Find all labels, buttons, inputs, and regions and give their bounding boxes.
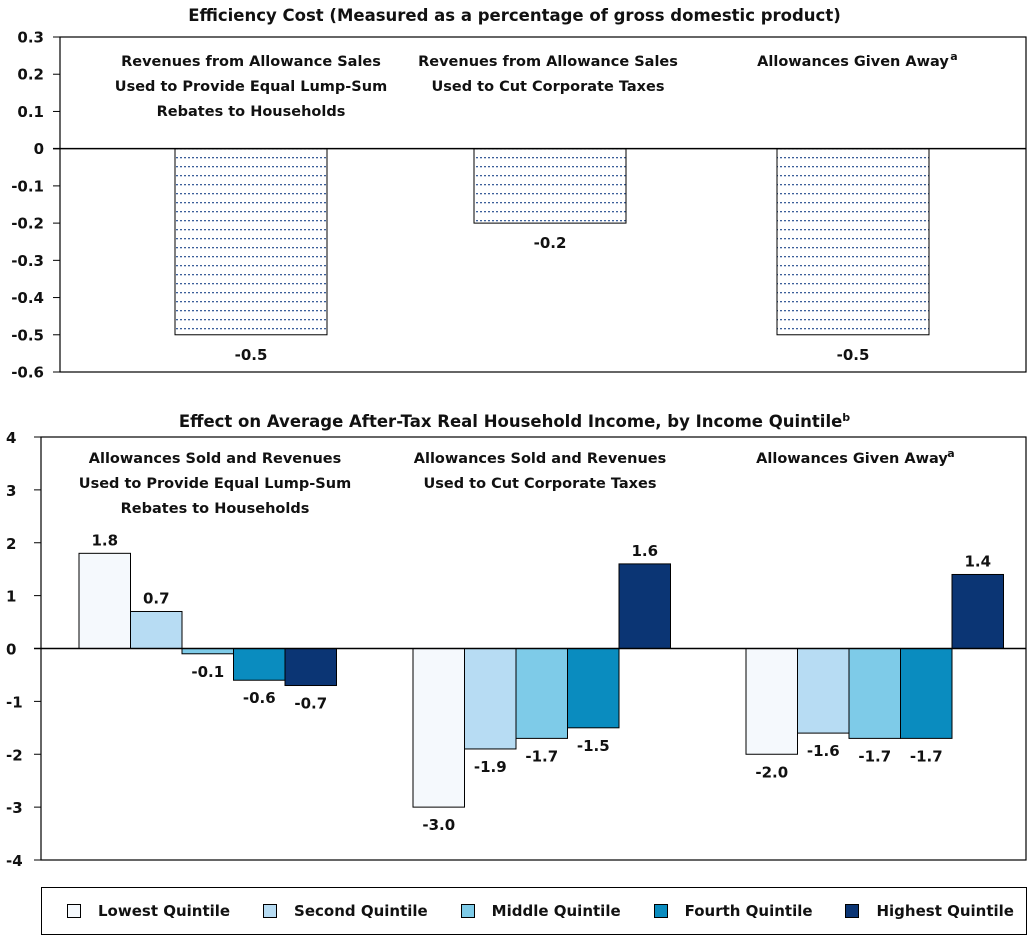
- chart1-bar: [473, 148, 627, 224]
- chart1-category-label: Revenues from Allowance Sales: [121, 54, 381, 70]
- chart2-bar-value-label: 1.8: [91, 531, 118, 549]
- chart2-bar: [464, 648, 517, 750]
- chart2-ytick-label: -1: [6, 693, 23, 711]
- chart2-bar-value-label: -0.7: [294, 695, 327, 713]
- chart1-bar-value-label: -0.2: [534, 234, 567, 252]
- chart2-title-footnote: b: [842, 411, 851, 424]
- chart1-ytick-label: 0: [34, 140, 44, 158]
- chart1-ytick-label: -0.2: [11, 215, 44, 233]
- chart2-category-label: Used to Cut Corporate Taxes: [423, 476, 656, 492]
- chart1-ytick-label: 0.3: [17, 29, 44, 47]
- legend-swatch: [67, 904, 81, 918]
- chart1-bar-value-label: -0.5: [837, 346, 870, 364]
- chart1-ytick-label: 0.2: [17, 66, 44, 84]
- chart2-category-label: Allowances Sold and Revenues: [89, 451, 341, 467]
- chart1-category-label: Used to Cut Corporate Taxes: [431, 79, 664, 95]
- chart2-ytick-label: 2: [6, 535, 16, 553]
- chart1-ytick-label: -0.4: [11, 289, 44, 307]
- chart2-category-label: Rebates to Households: [121, 501, 310, 517]
- legend-item: Middle Quintile: [460, 902, 621, 920]
- chart2-bar-value-label: -1.7: [910, 747, 943, 765]
- chart2-bar-value-label: 1.6: [631, 542, 658, 560]
- chart2-bar-value-label: -0.1: [191, 663, 224, 681]
- chart2-title-text: Effect on Average After-Tax Real Househo…: [178, 412, 843, 431]
- chart1-layer: 0.3 0.2 0.1 0 -0.1 -0.2 -0.3 -0.4 -0.5 -0.6 -0.5 -0…: [11, 29, 1026, 382]
- chart2-bar-value-label: -1.5: [577, 737, 610, 755]
- chart2-ytick-label: 3: [6, 482, 16, 500]
- chart2-bar-value-label: -1.9: [474, 758, 507, 776]
- legend-swatch: [263, 904, 278, 918]
- chart2-bar: [181, 648, 234, 655]
- chart1-ytick-label: -0.6: [11, 364, 44, 382]
- chart2-bar: [745, 648, 798, 755]
- chart1-ytick-label: 0.1: [17, 103, 44, 121]
- legend-item: Highest Quintile: [845, 902, 1014, 920]
- chart2-bar: [233, 648, 286, 681]
- chart2-ytick-label: -2: [6, 746, 23, 764]
- chart2-bar-value-label: -0.6: [243, 689, 276, 707]
- chart2-ytick-label: -3: [6, 799, 23, 817]
- chart2-bar: [797, 648, 850, 734]
- chart2-layer: 4 3 2 1 0 -1 -2 -3 -4 1.8 -3.0 -2.0 0.7 -1.9 -1.6 -0.1 -…: [6, 429, 1026, 870]
- chart2-ytick-label: -4: [6, 852, 23, 870]
- legend-swatch: [460, 904, 475, 918]
- chart2-bar: [618, 563, 671, 650]
- chart2-category-label: Allowances Given Away: [756, 451, 948, 467]
- chart2-bar: [412, 648, 465, 808]
- chart2-category-label: Allowances Sold and Revenues: [414, 451, 666, 467]
- chart2-ytick-label: 1: [6, 588, 16, 606]
- chart2-bar: [900, 648, 953, 739]
- chart2-bar: [515, 648, 568, 739]
- chart1-plot-frame: [59, 36, 1027, 373]
- chart1-ytick-label: -0.3: [11, 252, 44, 270]
- legend-swatch: [653, 904, 668, 918]
- chart2-bar-value-label: 0.7: [143, 589, 170, 607]
- chart2-category-label: Used to Provide Equal Lump-Sum: [79, 476, 351, 492]
- chart2-category-footnote: a: [947, 447, 954, 460]
- chart2-bar: [567, 648, 620, 729]
- legend-item: Fourth Quintile: [653, 902, 813, 920]
- chart1-category-label: Revenues from Allowance Sales: [418, 54, 678, 70]
- chart2-title: Effect on Average After-Tax Real Househo…: [0, 411, 1029, 431]
- legend-label: Lowest Quintile: [98, 902, 231, 920]
- legend-label: Middle Quintile: [491, 902, 621, 920]
- legend-label: Second Quintile: [294, 902, 428, 920]
- chart1-title-text: Efficiency Cost (Measured as a percentag…: [188, 6, 841, 25]
- chart1-bar: [174, 148, 328, 336]
- chart1-category-footnote: a: [950, 50, 957, 63]
- chart2-ytick-label: 4: [6, 429, 16, 447]
- chart2-bar: [284, 648, 337, 687]
- chart1-category-label: Allowances Given Away: [757, 54, 949, 70]
- chart1-ytick-label: -0.5: [11, 326, 44, 344]
- chart2-bar: [78, 552, 131, 650]
- chart2-bar-value-label: -2.0: [755, 763, 788, 781]
- chart1-ytick-label: -0.1: [11, 177, 44, 195]
- chart2-bar-value-label: -1.7: [525, 747, 558, 765]
- legend-label: Fourth Quintile: [684, 902, 813, 920]
- chart2-bar-value-label: -3.0: [422, 816, 455, 834]
- chart2-bar: [130, 610, 183, 649]
- chart1-category-label: Used to Provide Equal Lump-Sum: [115, 79, 387, 95]
- chart1-title: Efficiency Cost (Measured as a percentag…: [0, 6, 1029, 25]
- chart2-bar-value-label: 1.4: [964, 552, 991, 570]
- chart2-bar: [848, 648, 901, 739]
- legend-swatch: [845, 904, 860, 918]
- chart1-category-label: Rebates to Households: [157, 104, 346, 120]
- chart1-bar: [776, 148, 930, 336]
- legend-item: Second Quintile: [263, 902, 428, 920]
- chart2-bar: [951, 573, 1004, 649]
- chart2-ytick-label: 0: [6, 641, 16, 659]
- legend-item: Lowest Quintile: [67, 902, 230, 920]
- legend-label: Highest Quintile: [876, 902, 1014, 920]
- chart2-bar-value-label: -1.7: [858, 747, 891, 765]
- chart1-bar-value-label: -0.5: [235, 346, 268, 364]
- chart2-bar-value-label: -1.6: [807, 742, 840, 760]
- legend: Lowest Quintile Second Quintile Middle Qui…: [41, 887, 1027, 935]
